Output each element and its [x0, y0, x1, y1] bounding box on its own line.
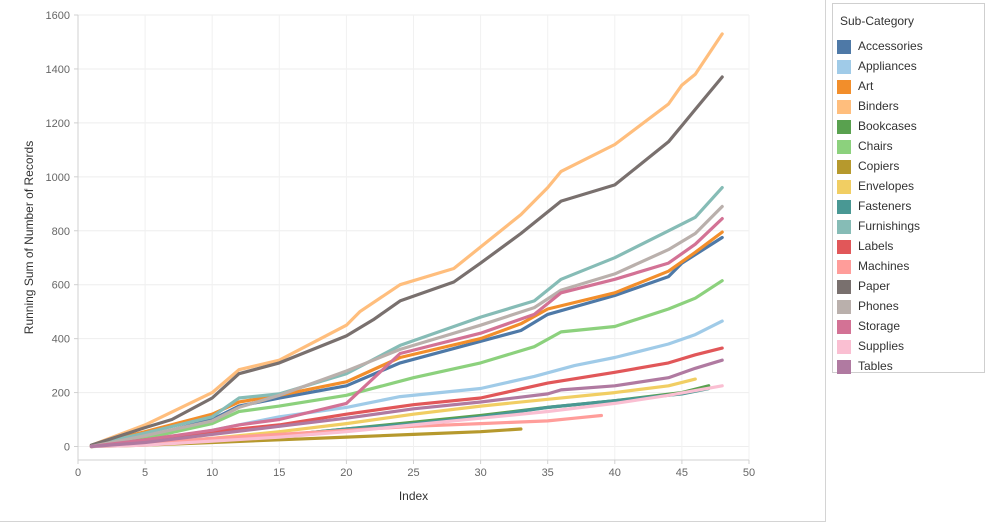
series-line-supplies[interactable] — [89, 384, 724, 449]
legend-label: Accessories — [858, 39, 923, 53]
legend-swatch — [837, 80, 851, 94]
x-tick-label: 40 — [609, 467, 621, 479]
x-tick-label: 5 — [142, 467, 148, 479]
legend-label: Machines — [858, 259, 910, 273]
y-tick-label: 1400 — [46, 64, 70, 76]
y-tick-label: 400 — [52, 334, 70, 346]
y-tick-label: 0 — [64, 442, 70, 454]
x-tick-label: 45 — [676, 467, 688, 479]
y-tick-label: 1600 — [46, 10, 70, 22]
x-tick-label: 10 — [206, 467, 218, 479]
y-tick-label: 800 — [52, 226, 70, 238]
legend-swatch — [837, 100, 851, 114]
series-line-binders[interactable] — [89, 32, 724, 447]
legend-label: Storage — [858, 319, 901, 333]
legend-item-fasteners[interactable]: Fasteners — [837, 196, 984, 216]
series-line-tables[interactable] — [89, 358, 724, 449]
chart-frame: 0 200 400 600 800 1000 1200 1400 1600 0 5 10 15 20 25 3… — [0, 0, 826, 522]
legend-item-chairs[interactable]: Chairs — [837, 136, 984, 156]
legend-item-storage[interactable]: Storage — [837, 316, 984, 336]
legend-label: Copiers — [858, 159, 900, 173]
legend-item-bookcases[interactable]: Bookcases — [837, 116, 984, 136]
legend-items: Accessories Appliances Art Binders Bookcases… — [833, 36, 984, 376]
legend-swatch — [837, 60, 851, 74]
legend-label: Envelopes — [858, 179, 915, 193]
legend-item-envelopes[interactable]: Envelopes — [837, 176, 984, 196]
legend-item-furnishings[interactable]: Furnishings — [837, 216, 984, 236]
legend-item-paper[interactable]: Paper — [837, 276, 984, 296]
legend-item-tables[interactable]: Tables — [837, 356, 984, 376]
legend-swatch — [837, 340, 851, 354]
legend-label: Furnishings — [858, 219, 921, 233]
legend-swatch — [837, 240, 851, 254]
series-line-storage[interactable] — [89, 217, 724, 449]
x-axis-title: Index — [399, 489, 428, 503]
legend-swatch — [837, 160, 851, 174]
legend-swatch — [837, 220, 851, 234]
x-tick-label: 50 — [743, 467, 755, 479]
legend-swatch — [837, 280, 851, 294]
series-line-furnishings[interactable] — [89, 186, 724, 447]
series-line-paper[interactable] — [89, 75, 724, 447]
legend-label: Phones — [858, 299, 899, 313]
legend-label: Art — [858, 79, 874, 93]
grid-lines — [78, 14, 750, 460]
series-line-phones[interactable] — [89, 204, 724, 449]
x-tick-label: 35 — [542, 467, 554, 479]
legend-item-appliances[interactable]: Appliances — [837, 56, 984, 76]
legend-title: Sub-Category — [840, 14, 915, 28]
line-chart: 0 200 400 600 800 1000 1200 1400 1600 0 5 10 15 20 25 3… — [22, 10, 756, 503]
legend: Sub-Category Accessories Appliances Art Bin… — [832, 3, 985, 376]
legend-label: Bookcases — [858, 119, 917, 133]
x-tick-label: 30 — [474, 467, 486, 479]
x-tick-label: 20 — [340, 467, 352, 479]
x-tick-label: 15 — [273, 467, 285, 479]
legend-swatch — [837, 300, 851, 314]
legend-swatch — [837, 40, 851, 54]
legend-swatch — [837, 120, 851, 134]
axes: 0 200 400 600 800 1000 1200 1400 1600 0 5 10 15 20 25 3… — [46, 10, 756, 479]
legend-item-machines[interactable]: Machines — [837, 256, 984, 276]
x-tick-label: 0 — [75, 467, 81, 479]
legend-label: Supplies — [858, 339, 905, 353]
legend-label: Labels — [858, 239, 894, 253]
x-tick-label: 25 — [407, 467, 419, 479]
legend-label: Appliances — [858, 59, 917, 73]
legend-item-art[interactable]: Art — [837, 76, 984, 96]
legend-item-copiers[interactable]: Copiers — [837, 156, 984, 176]
legend-swatch — [837, 320, 851, 334]
legend-label: Fasteners — [858, 199, 912, 213]
legend-item-phones[interactable]: Phones — [837, 296, 984, 316]
legend-swatch — [837, 360, 851, 374]
legend-swatch — [837, 140, 851, 154]
legend-item-accessories[interactable]: Accessories — [837, 36, 984, 56]
legend-label: Paper — [858, 279, 891, 293]
legend-item-supplies[interactable]: Supplies — [837, 336, 984, 356]
legend-label: Tables — [858, 359, 893, 373]
legend-swatch — [837, 200, 851, 214]
legend-swatch — [837, 260, 851, 274]
y-axis-title: Running Sum of Number of Records — [22, 141, 36, 334]
y-tick-label: 200 — [52, 388, 70, 400]
legend-item-labels[interactable]: Labels — [837, 236, 984, 256]
legend-swatch — [837, 180, 851, 194]
series-line-chairs[interactable] — [89, 279, 724, 449]
y-tick-label: 1200 — [46, 118, 70, 130]
legend-label: Chairs — [858, 139, 893, 153]
legend-label: Binders — [858, 99, 899, 113]
legend-item-binders[interactable]: Binders — [837, 96, 984, 116]
y-tick-label: 1000 — [46, 172, 70, 184]
y-tick-label: 600 — [52, 280, 70, 292]
series-lines — [89, 32, 724, 449]
